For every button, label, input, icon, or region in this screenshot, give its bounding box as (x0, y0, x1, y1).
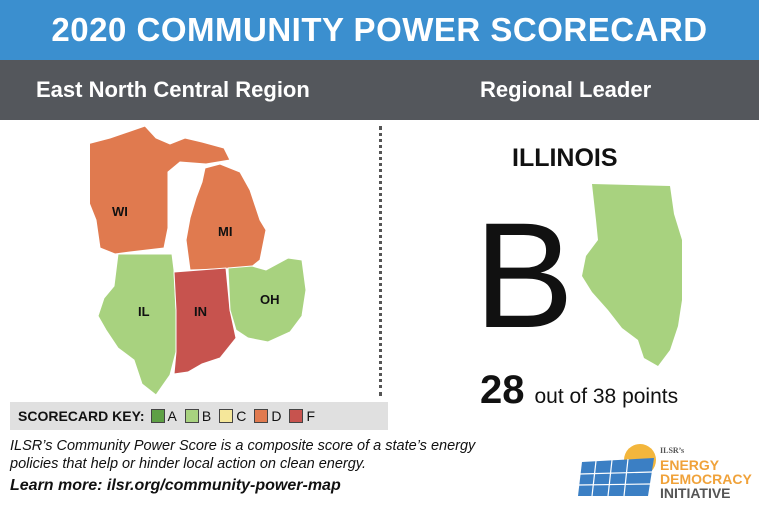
key-item-f: F (289, 408, 315, 424)
region-label: East North Central Region (36, 77, 310, 102)
leader-state-name: ILLINOIS (512, 144, 618, 172)
subheader-bar: East North Central Region Regional Leade… (0, 60, 759, 120)
key-title: SCORECARD KEY: (18, 408, 145, 424)
state-label-il: IL (138, 304, 150, 319)
logo-line-1: ENERGY (660, 457, 720, 473)
logo-line-3: INITIATIVE (660, 485, 731, 501)
state-label-mi: MI (218, 224, 232, 239)
key-label-f: F (306, 408, 316, 424)
state-label-wi: WI (112, 204, 128, 219)
key-item-c: C (219, 408, 246, 424)
state-in (173, 267, 237, 375)
logo-text: ILSR’s ENERGY DEMOCRACY INITIATIVE (660, 444, 752, 500)
energy-democracy-logo (578, 444, 656, 497)
learn-more-link[interactable]: Learn more: ilsr.org/community-power-map (10, 477, 341, 494)
page-title: 2020 COMMUNITY POWER SCORECARD (51, 11, 708, 48)
state-oh (227, 257, 307, 343)
state-mi (185, 163, 267, 271)
swatch-c (219, 409, 234, 423)
swatch-f (289, 409, 304, 423)
state-label-oh: OH (260, 292, 280, 307)
leader-label: Regional Leader (480, 77, 652, 102)
points-value: 28 (480, 368, 525, 412)
region-map: WI MI IL IN OH (90, 125, 307, 396)
swatch-d (254, 409, 269, 423)
state-label-in: IN (194, 304, 207, 319)
logo-line-2: DEMOCRACY (660, 471, 752, 487)
key-item-d: D (254, 408, 281, 424)
state-il (97, 253, 177, 396)
points-suffix: out of 38 points (534, 385, 679, 408)
leader-grade: B (474, 191, 575, 359)
points-summary: 28 out of 38 points (480, 368, 678, 413)
state-wi (90, 125, 231, 255)
title-bar: 2020 COMMUNITY POWER SCORECARD (0, 0, 759, 60)
key-label-a: A (167, 408, 177, 424)
illinois-shape (582, 184, 682, 366)
key-label-d: D (271, 408, 282, 424)
section-divider (379, 126, 382, 396)
key-item-a: A (150, 408, 177, 424)
key-item-b: B (184, 408, 212, 424)
score-description: ILSR’s Community Power Score is a compos… (10, 438, 476, 472)
swatch-a (150, 409, 165, 423)
swatch-b (184, 409, 199, 423)
logo-org: ILSR’s (660, 446, 685, 455)
key-label-c: C (236, 408, 247, 424)
scorecard-key: SCORECARD KEY: A B C D F (10, 402, 388, 430)
key-label-b: B (201, 408, 212, 424)
